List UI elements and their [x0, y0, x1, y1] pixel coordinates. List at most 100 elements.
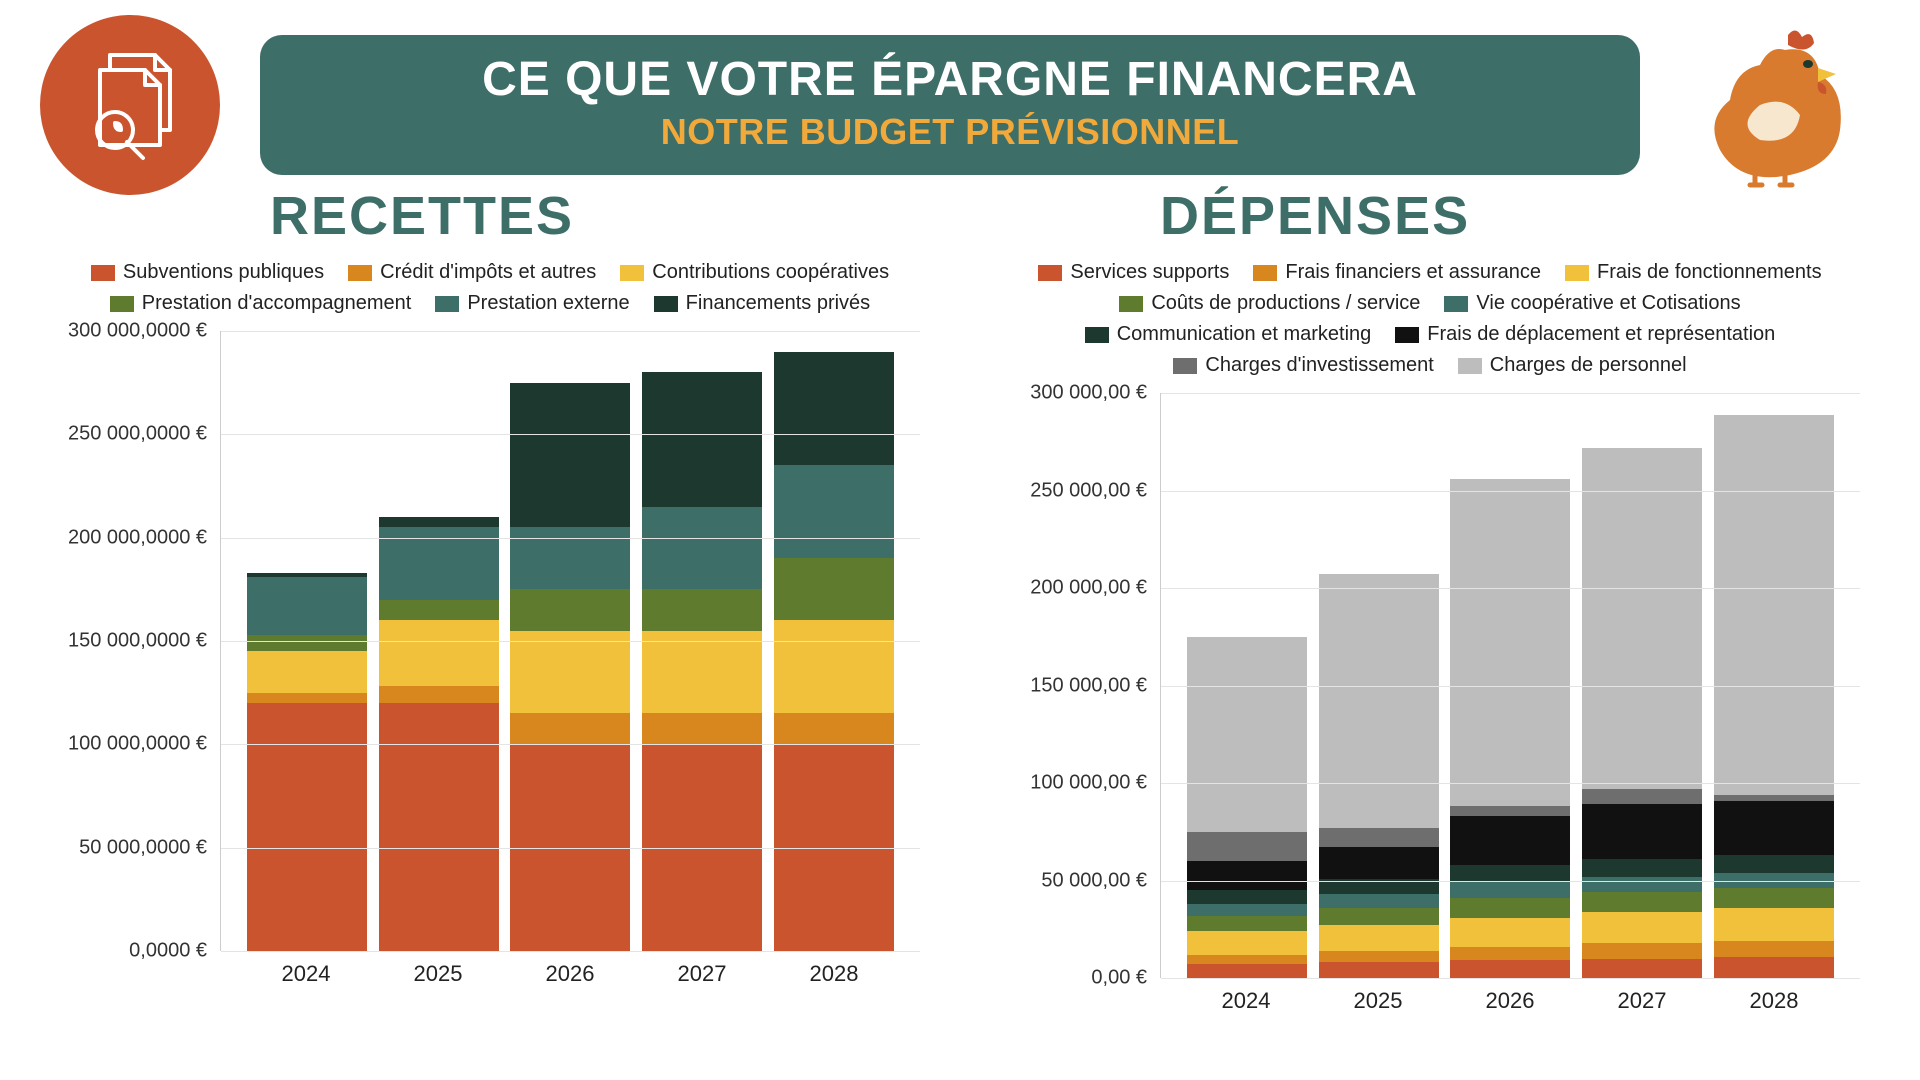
bar-segment — [1450, 947, 1570, 961]
header-row: CE QUE VOTRE ÉPARGNE FINANCERA NOTRE BUD… — [0, 0, 1920, 195]
bar-segment — [1450, 806, 1570, 816]
y-tick-label: 100 000,00 € — [1030, 772, 1161, 795]
legend-label: Services supports — [1070, 261, 1229, 284]
recettes-title: RECETTES — [40, 185, 940, 247]
bar-segment — [774, 465, 894, 558]
legend-item: Frais de fonctionnements — [1565, 261, 1822, 284]
legend-label: Charges d'investissement — [1205, 354, 1433, 377]
y-tick-label: 50 000,00 € — [1041, 869, 1161, 892]
bar-segment — [642, 589, 762, 630]
bar-segment — [1187, 916, 1307, 932]
legend-swatch — [1458, 358, 1482, 374]
legend-swatch — [435, 296, 459, 312]
x-tick-label: 2024 — [1186, 988, 1306, 1014]
y-tick-label: 300 000,0000 € — [68, 320, 221, 343]
y-tick-label: 200 000,0000 € — [68, 526, 221, 549]
legend-label: Frais de déplacement et représentation — [1427, 323, 1775, 346]
bar-segment — [1582, 959, 1702, 979]
bar — [1582, 448, 1702, 978]
bar-segment — [1450, 479, 1570, 807]
bar-segment — [1714, 941, 1834, 957]
recettes-xaxis: 20242025202620272028 — [220, 951, 920, 987]
bar — [1714, 415, 1834, 979]
bar-segment — [510, 527, 630, 589]
legend-swatch — [620, 265, 644, 281]
bar — [1450, 479, 1570, 978]
bar — [510, 383, 630, 951]
bar-segment — [1582, 448, 1702, 789]
bar-segment — [774, 352, 894, 466]
bar-segment — [1187, 832, 1307, 861]
legend-item: Financements privés — [654, 292, 871, 315]
document-magnifier-icon — [40, 15, 220, 195]
y-tick-label: 250 000,0000 € — [68, 423, 221, 446]
bar-segment — [1187, 964, 1307, 978]
legend-label: Subventions publiques — [123, 261, 324, 284]
gridline — [1161, 881, 1860, 882]
bar-segment — [1714, 801, 1834, 856]
legend-label: Frais de fonctionnements — [1597, 261, 1822, 284]
legend-item: Communication et marketing — [1085, 323, 1372, 346]
bar-segment — [1582, 804, 1702, 859]
legend-item: Charges de personnel — [1458, 354, 1687, 377]
legend-swatch — [1253, 265, 1277, 281]
legend-swatch — [91, 265, 115, 281]
x-tick-label: 2028 — [1714, 988, 1834, 1014]
bar-segment — [1187, 904, 1307, 916]
bar-segment — [1582, 912, 1702, 943]
legend-swatch — [1085, 327, 1109, 343]
bar-segment — [1319, 847, 1439, 878]
bar-segment — [379, 703, 499, 951]
bar — [1319, 574, 1439, 978]
gridline — [221, 744, 920, 745]
title-banner: CE QUE VOTRE ÉPARGNE FINANCERA NOTRE BUD… — [260, 35, 1640, 175]
legend-label: Crédit d'impôts et autres — [380, 261, 596, 284]
bar-segment — [379, 686, 499, 703]
bar-segment — [1582, 943, 1702, 959]
x-tick-label: 2027 — [1582, 988, 1702, 1014]
bar-segment — [1187, 890, 1307, 904]
legend-item: Frais de déplacement et représentation — [1395, 323, 1775, 346]
legend-item: Contributions coopératives — [620, 261, 889, 284]
legend-item: Prestation d'accompagnement — [110, 292, 412, 315]
main-title: CE QUE VOTRE ÉPARGNE FINANCERA — [300, 55, 1600, 105]
legend-swatch — [1395, 327, 1419, 343]
bar-segment — [1319, 828, 1439, 848]
gridline — [221, 538, 920, 539]
bar-segment — [1450, 960, 1570, 978]
depenses-xaxis: 20242025202620272028 — [1160, 978, 1860, 1014]
legend-item: Vie coopérative et Cotisations — [1444, 292, 1740, 315]
legend-swatch — [110, 296, 134, 312]
legend-item: Coûts de productions / service — [1119, 292, 1420, 315]
y-tick-label: 100 000,0000 € — [68, 733, 221, 756]
bar-segment — [1582, 859, 1702, 877]
bar-segment — [1319, 574, 1439, 828]
bar-segment — [247, 635, 367, 652]
bar-segment — [642, 372, 762, 506]
bar-segment — [247, 693, 367, 703]
bar-segment — [1714, 957, 1834, 978]
legend-swatch — [1173, 358, 1197, 374]
bar-segment — [1187, 931, 1307, 954]
bar-segment — [1187, 861, 1307, 890]
depenses-panel: DÉPENSES Services supportsFrais financie… — [980, 185, 1880, 1014]
legend-item: Services supports — [1038, 261, 1229, 284]
gridline — [1161, 588, 1860, 589]
legend-swatch — [348, 265, 372, 281]
gridline — [1161, 393, 1860, 394]
bar — [379, 517, 499, 951]
bar-segment — [247, 703, 367, 951]
legend-item: Charges d'investissement — [1173, 354, 1433, 377]
bar-segment — [510, 589, 630, 630]
x-tick-label: 2026 — [1450, 988, 1570, 1014]
legend-item: Subventions publiques — [91, 261, 324, 284]
bar-segment — [774, 620, 894, 713]
depenses-plot: 0,00 €50 000,00 €100 000,00 €150 000,00 … — [1160, 393, 1860, 978]
bar-segment — [1582, 892, 1702, 912]
charts-row: RECETTES Subventions publiques Crédit d'i… — [0, 185, 1920, 1014]
depenses-title: DÉPENSES — [980, 185, 1880, 247]
legend-label: Communication et marketing — [1117, 323, 1372, 346]
x-tick-label: 2024 — [246, 961, 366, 987]
bar-segment — [1714, 908, 1834, 941]
legend-label: Prestation externe — [467, 292, 629, 315]
